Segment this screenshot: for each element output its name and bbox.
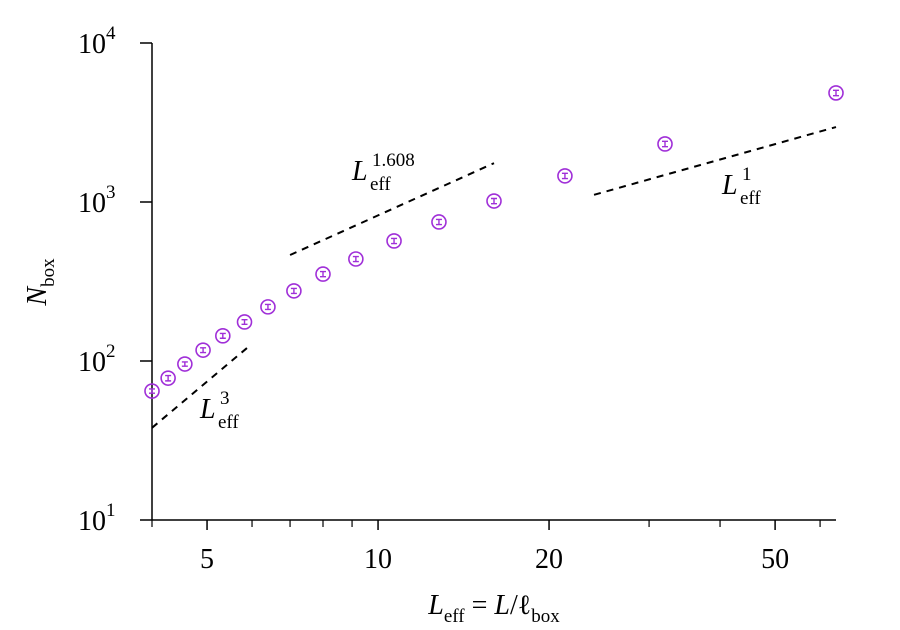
- error-bar: [435, 218, 442, 226]
- data-point: [828, 85, 844, 101]
- y-tick-exponent: 2: [106, 341, 116, 362]
- y-tick-exponent: 4: [106, 23, 116, 44]
- x-axis-label-part: box: [531, 606, 560, 627]
- error-bar: [320, 270, 326, 278]
- data-point: [260, 299, 276, 315]
- y-tick-base: 10: [78, 506, 106, 537]
- marker: [828, 85, 844, 101]
- y-tick-label: 104: [78, 23, 116, 60]
- guide-label-sub: eff: [218, 412, 239, 433]
- marker: [657, 136, 673, 152]
- guide-label-sup: 1: [742, 164, 752, 185]
- data-point: [486, 193, 502, 209]
- data-point: [315, 266, 331, 282]
- x-axis-label-part: /ℓ: [510, 590, 531, 621]
- marker: [557, 168, 573, 184]
- y-axis-label-part: box: [38, 258, 59, 287]
- x-axis-label-part: L: [493, 590, 510, 621]
- error-bar: [200, 347, 207, 354]
- guide-label-base: L: [351, 156, 368, 187]
- data-point: [386, 233, 402, 249]
- data-point: [160, 370, 176, 386]
- guide-label-sub: eff: [740, 188, 761, 209]
- x-axis-label-part: L: [427, 590, 444, 621]
- marker: [386, 233, 402, 249]
- error-bar: [561, 172, 568, 180]
- guide-label-sup: 1.608: [372, 150, 415, 171]
- y-tick-exponent: 3: [106, 182, 116, 203]
- error-bar: [833, 89, 839, 97]
- error-bar: [662, 140, 668, 148]
- guide-label-base: L: [721, 170, 738, 201]
- error-bar: [219, 332, 226, 339]
- x-axis-label: Leff = L/ℓbox: [427, 590, 560, 627]
- y-tick-base: 10: [78, 347, 106, 378]
- guide-line: [151, 346, 249, 429]
- x-axis-label-part: eff: [444, 606, 465, 627]
- error-bar: [290, 287, 297, 295]
- error-bar: [491, 197, 497, 205]
- guide-line: [289, 162, 495, 256]
- y-tick-label: 102: [78, 341, 116, 378]
- data-point: [215, 328, 231, 344]
- marker: [236, 314, 253, 330]
- marker: [260, 299, 276, 315]
- marker: [348, 251, 364, 267]
- error-bar: [149, 388, 155, 394]
- error-bar: [165, 374, 172, 382]
- y-axis-label: Nbox: [22, 258, 59, 307]
- y-tick-label: 103: [78, 182, 116, 219]
- x-tick-label: 20: [535, 544, 563, 575]
- y-tick-label: 101: [78, 500, 116, 537]
- y-tick-base: 10: [78, 188, 106, 219]
- guide-label-sup: 3: [220, 388, 230, 409]
- x-axis-label-part: =: [465, 590, 495, 621]
- data-point: [431, 214, 447, 230]
- x-tick-label: 10: [364, 544, 392, 575]
- marker: [286, 283, 302, 299]
- marker: [177, 356, 193, 372]
- data-point: [286, 283, 302, 299]
- data-point: [195, 342, 211, 358]
- marker: [486, 193, 502, 209]
- error-bar: [391, 237, 398, 245]
- data-point: [557, 168, 573, 184]
- error-bar: [241, 318, 248, 326]
- marker: [431, 214, 447, 230]
- guide-label-sub: eff: [370, 174, 391, 195]
- y-tick-exponent: 1: [106, 500, 116, 521]
- x-tick-label: 50: [761, 544, 789, 575]
- guide-line: [593, 126, 837, 196]
- marker: [215, 328, 231, 344]
- y-axis-label-part: N: [22, 286, 53, 307]
- error-bar: [264, 303, 271, 311]
- marker: [160, 370, 176, 386]
- marker: [315, 266, 331, 282]
- error-bar: [181, 361, 188, 367]
- data-point: [236, 314, 253, 330]
- data-point: [177, 356, 193, 372]
- marker: [195, 342, 211, 358]
- x-tick-label: 5: [200, 544, 214, 575]
- data-point: [657, 136, 673, 152]
- data-point: [144, 383, 160, 399]
- data-point: [348, 251, 364, 267]
- y-tick-base: 10: [78, 29, 106, 60]
- error-bar: [352, 255, 359, 263]
- marker: [144, 383, 160, 399]
- guide-label-base: L: [199, 394, 216, 425]
